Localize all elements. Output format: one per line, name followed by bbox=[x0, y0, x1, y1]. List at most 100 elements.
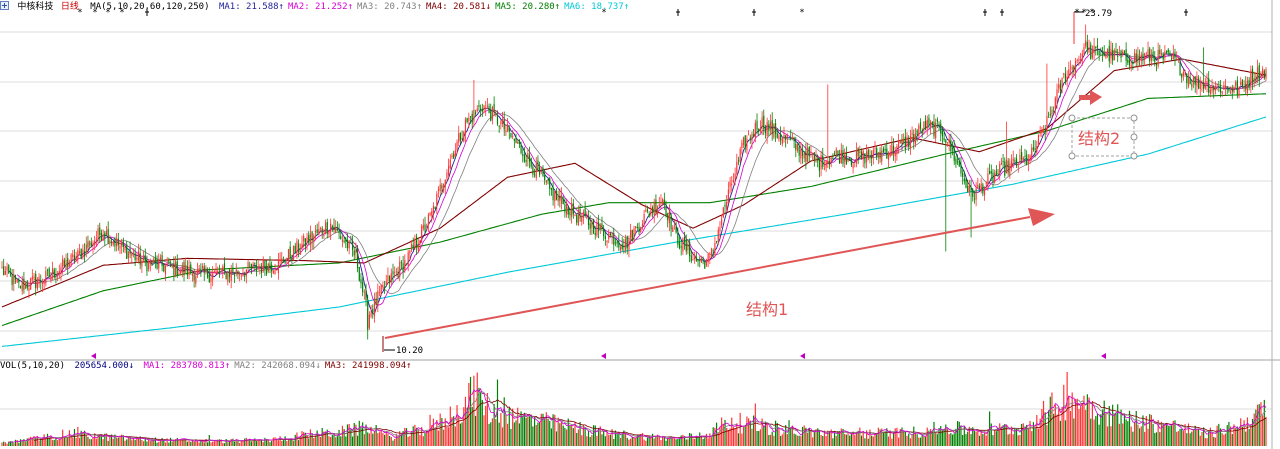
volume-bar bbox=[780, 435, 782, 446]
volume-bar bbox=[1194, 425, 1196, 446]
candle-body bbox=[129, 248, 131, 255]
candle-body bbox=[623, 246, 625, 248]
selection-handle[interactable] bbox=[1130, 114, 1138, 122]
candle-body bbox=[633, 228, 635, 239]
candle-body bbox=[1098, 50, 1100, 56]
volume-bar bbox=[571, 425, 573, 446]
selection-handle[interactable] bbox=[1068, 152, 1076, 160]
candle-body bbox=[171, 264, 173, 268]
candle-body bbox=[859, 151, 861, 154]
candle-body bbox=[163, 265, 165, 272]
candle-body bbox=[689, 241, 691, 257]
candle-body bbox=[1194, 76, 1196, 85]
candle-body bbox=[916, 130, 918, 135]
candle-body bbox=[1130, 65, 1132, 67]
candle-body bbox=[1021, 152, 1023, 160]
volume-bar bbox=[112, 438, 114, 446]
period-label[interactable]: 日线 bbox=[60, 2, 79, 12]
candle-body bbox=[626, 236, 628, 249]
volume-bar bbox=[237, 441, 239, 446]
candle-body bbox=[212, 273, 214, 280]
volume-bar bbox=[1263, 399, 1265, 446]
candle-body bbox=[350, 242, 352, 243]
candle-body bbox=[1240, 82, 1242, 86]
vol-params[interactable]: VOL(5,10,20) bbox=[0, 361, 66, 371]
volume-bar bbox=[921, 434, 923, 446]
candle-body bbox=[564, 204, 566, 213]
candle-body bbox=[989, 170, 991, 174]
volume-bar bbox=[309, 429, 312, 446]
candle-body bbox=[668, 211, 670, 224]
candle-body bbox=[1135, 53, 1137, 62]
candle-body bbox=[1004, 161, 1006, 176]
volume-bar bbox=[658, 436, 660, 446]
volume-bar bbox=[1106, 426, 1109, 446]
volume-bar bbox=[399, 431, 401, 446]
candle-body bbox=[266, 265, 268, 274]
volume-bar bbox=[940, 426, 942, 446]
candle-body bbox=[860, 151, 863, 159]
volume-bar bbox=[564, 427, 566, 446]
candle-body bbox=[4, 271, 6, 275]
volume-bar bbox=[623, 430, 625, 446]
candle-body bbox=[613, 233, 615, 245]
volume-bar bbox=[1042, 400, 1045, 446]
candle-body bbox=[914, 133, 917, 145]
volume-bar bbox=[559, 423, 561, 446]
candle-body bbox=[176, 261, 178, 276]
volume-bar bbox=[635, 438, 637, 446]
volume-bar bbox=[1213, 437, 1215, 446]
volume-bar bbox=[292, 440, 295, 446]
candle-body bbox=[926, 120, 928, 129]
candle-body bbox=[810, 152, 812, 154]
volume-bar bbox=[40, 438, 42, 446]
candle-body bbox=[601, 223, 603, 229]
volume-bar bbox=[117, 437, 119, 446]
volume-bar bbox=[87, 436, 89, 446]
candle-body bbox=[90, 242, 92, 247]
selection-handle[interactable] bbox=[1068, 114, 1076, 122]
volume-bar bbox=[909, 438, 911, 446]
candle-body bbox=[695, 257, 697, 261]
candle-body bbox=[842, 150, 844, 164]
candle-body bbox=[884, 149, 886, 151]
candle-body bbox=[542, 167, 544, 177]
volume-bar bbox=[183, 438, 185, 446]
volume-bar bbox=[351, 436, 354, 446]
stock-name[interactable]: 中核科技 bbox=[17, 2, 54, 12]
volume-bar bbox=[249, 438, 251, 446]
candle-body bbox=[818, 157, 820, 171]
candle-body bbox=[628, 239, 630, 250]
candle-body bbox=[756, 120, 758, 130]
volume-ma-line bbox=[8, 387, 1267, 443]
candle-body bbox=[493, 103, 495, 112]
volume-bar bbox=[287, 439, 290, 446]
volume-bar bbox=[737, 433, 740, 446]
candle-body bbox=[500, 121, 502, 125]
candle-body bbox=[116, 238, 118, 247]
candle-body bbox=[353, 250, 355, 256]
candle-body bbox=[392, 271, 394, 275]
candle-body bbox=[1142, 53, 1144, 61]
volume-bar bbox=[817, 428, 819, 446]
candle-body bbox=[272, 270, 274, 274]
candle-body bbox=[537, 160, 539, 169]
selection-handle[interactable] bbox=[1130, 152, 1138, 160]
candle-body bbox=[576, 215, 578, 223]
volume-bar bbox=[1169, 426, 1171, 446]
volume-bar bbox=[72, 437, 74, 446]
volume-bar bbox=[963, 426, 965, 446]
candle-body bbox=[404, 260, 406, 271]
volume-bar bbox=[763, 425, 765, 446]
ma-params[interactable]: MA(5,10,20,60,120,250) bbox=[90, 2, 210, 12]
candle-body bbox=[567, 206, 569, 215]
volume-bar bbox=[437, 430, 440, 446]
volume-bar bbox=[282, 440, 285, 446]
volume-bar bbox=[272, 437, 274, 446]
expand-icon[interactable] bbox=[0, 1, 9, 10]
selection-handle[interactable] bbox=[1130, 133, 1138, 141]
candle-body bbox=[1015, 158, 1018, 166]
volume-bar bbox=[956, 421, 959, 446]
candle-body bbox=[808, 146, 810, 157]
candle-body bbox=[208, 274, 210, 283]
